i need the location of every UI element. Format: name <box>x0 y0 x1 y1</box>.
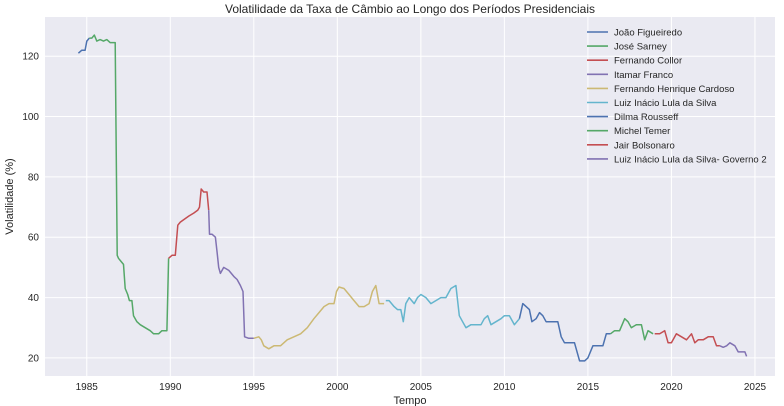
x-tick-label: 2020 <box>660 382 683 393</box>
x-tick-label: 2005 <box>410 382 433 393</box>
x-axis-title: Tempo <box>393 395 426 406</box>
legend-label: Fernando Henrique Cardoso <box>614 84 734 95</box>
legend-label: Michel Temer <box>614 126 670 137</box>
series-line <box>719 342 748 357</box>
series-line <box>518 302 611 362</box>
x-tick-label: 2000 <box>326 382 349 393</box>
legend-label: Luiz Inácio Lula da Silva <box>614 98 717 109</box>
x-tick-label: 1995 <box>243 382 266 393</box>
series-line <box>610 317 654 341</box>
series-line <box>385 284 520 329</box>
series-line <box>654 329 720 347</box>
legend-label: Jair Bolsonaro <box>614 140 675 151</box>
legend-label: Itamar Franco <box>614 70 673 81</box>
x-tick-label: 1985 <box>76 382 99 393</box>
legend-label: Dilma Rousseff <box>614 112 679 123</box>
y-tick-label: 120 <box>22 52 39 63</box>
y-tick-label: 100 <box>22 112 39 123</box>
series-line <box>207 210 254 340</box>
y-tick-label: 20 <box>28 353 40 364</box>
legend-label: Luiz Inácio Lula da Silva- Governo 2 <box>614 154 767 165</box>
legend-label: José Sarney <box>614 42 667 53</box>
x-tick-label: 2010 <box>493 382 516 393</box>
series-line <box>77 37 90 54</box>
y-tick-label: 60 <box>28 233 40 244</box>
chart-title: Volatilidade da Taxa de Câmbio ao Longo … <box>225 2 595 16</box>
x-tick-label: 2015 <box>577 382 600 393</box>
y-tick-label: 40 <box>28 293 40 304</box>
legend-label: João Figueiredo <box>614 28 682 39</box>
y-tick-label: 80 <box>28 172 40 183</box>
legend-label: Fernando Collor <box>614 56 682 67</box>
series-line <box>168 188 210 259</box>
series-line <box>253 284 385 350</box>
y-axis-title: Volatilidade (%) <box>4 158 16 234</box>
x-tick-label: 2025 <box>744 382 767 393</box>
series-line <box>89 34 170 335</box>
x-tick-label: 1990 <box>159 382 182 393</box>
